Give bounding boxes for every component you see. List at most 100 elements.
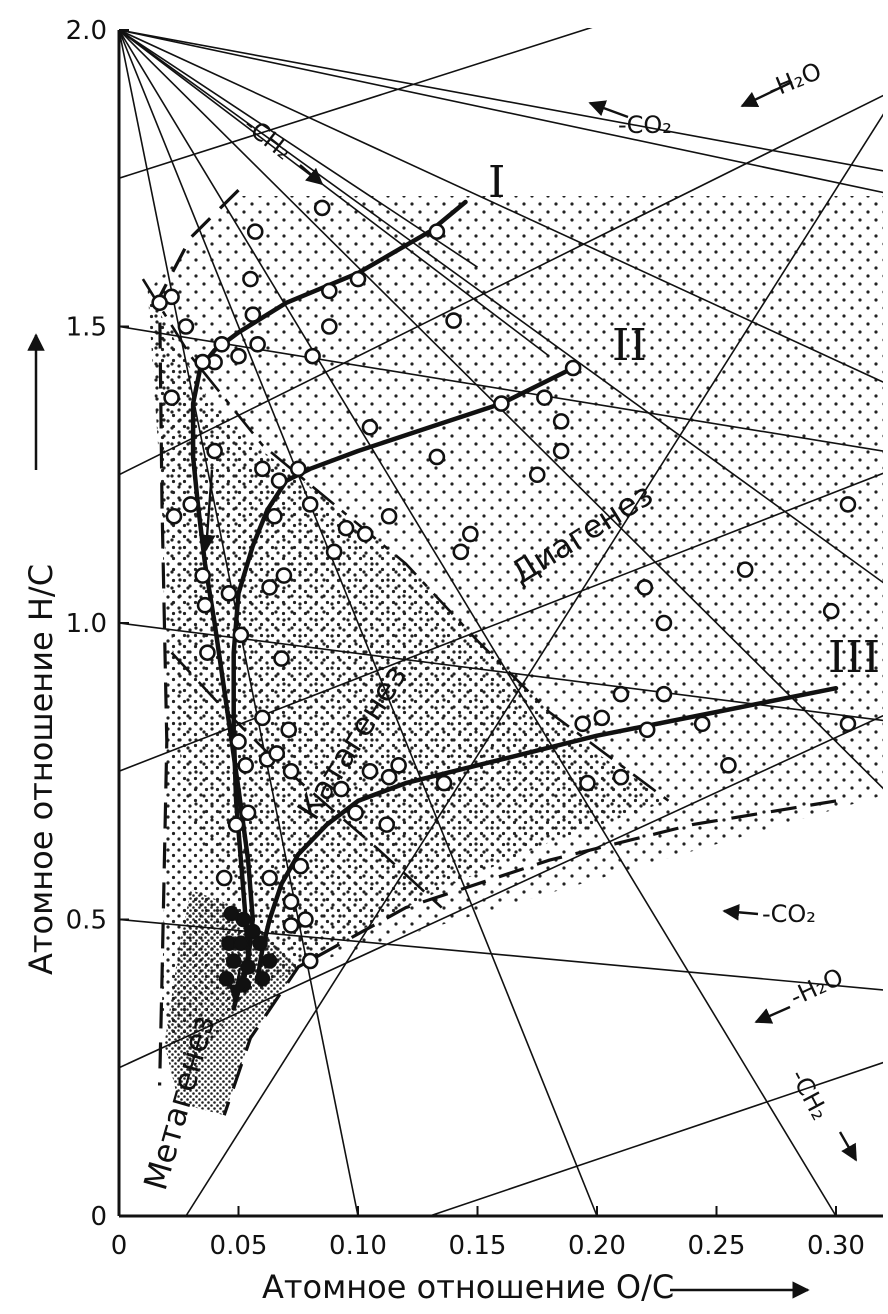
open-point — [313, 199, 331, 217]
open-point — [612, 685, 630, 703]
open-point — [574, 715, 591, 733]
open-point — [227, 816, 245, 833]
open-point — [254, 460, 271, 478]
x-tick-label-2: 0.10 — [329, 1231, 387, 1261]
open-point — [239, 804, 257, 822]
open-point — [356, 525, 374, 543]
guide-line-0 — [185, 113, 883, 1216]
open-point — [321, 318, 338, 335]
open-point — [215, 869, 233, 887]
open-point — [325, 543, 343, 561]
open-point — [177, 318, 195, 335]
x-tick-label-0: 0 — [111, 1231, 128, 1261]
filled-point — [218, 971, 235, 987]
y-tick-label-3: 1.5 — [66, 313, 107, 343]
reaction-label-h2o-top: -H₂O — [764, 57, 826, 104]
filled-point — [254, 971, 271, 987]
open-point — [254, 709, 271, 727]
boundary-catagenesis-metagenesis — [170, 651, 443, 909]
y-tick-label-1: 0.5 — [66, 906, 107, 936]
open-point — [536, 389, 553, 406]
boundary-bottom — [222, 799, 837, 1116]
open-point — [347, 804, 364, 822]
boundary-diagenesis-catagenesis — [141, 278, 670, 802]
direction-arrow-4 — [754, 1005, 791, 1024]
reaction-label-co2-right: -CO₂ — [762, 900, 816, 928]
open-point — [321, 282, 338, 300]
open-point — [230, 733, 247, 750]
open-point — [270, 472, 288, 489]
guide-line-5 — [429, 1061, 883, 1216]
direction-arrow-2 — [299, 164, 324, 186]
series-label-I: I — [488, 157, 505, 208]
open-point — [552, 413, 570, 430]
open-point — [268, 745, 286, 762]
filled-point — [245, 923, 261, 940]
filled-data-points — [218, 905, 278, 993]
y-tick-label-0: 0 — [90, 1202, 107, 1232]
open-point — [452, 543, 470, 561]
guide-line-9 — [119, 29, 883, 172]
open-point — [304, 347, 321, 365]
filled-point — [235, 911, 252, 928]
open-point — [337, 519, 355, 537]
boundary-left — [157, 188, 240, 1086]
filled-point — [261, 953, 278, 969]
open-point — [636, 579, 654, 596]
series-label-III: III — [828, 632, 880, 683]
open-point — [232, 626, 250, 644]
open-point — [282, 917, 300, 934]
open-point — [301, 952, 319, 970]
x-tick-label-4: 0.20 — [568, 1231, 626, 1261]
x-tick-label-3: 0.15 — [449, 1231, 507, 1261]
series-label-II: II — [612, 320, 647, 371]
open-point — [579, 774, 596, 792]
open-point — [266, 507, 283, 525]
open-point — [246, 223, 264, 240]
open-point — [230, 347, 247, 365]
guide-line-2 — [119, 94, 883, 476]
open-point — [244, 306, 262, 323]
direction-arrow-1 — [588, 100, 629, 119]
open-point — [655, 685, 673, 703]
open-point — [638, 721, 656, 739]
open-point — [380, 507, 398, 525]
x-tick-label-6: 0.30 — [807, 1231, 865, 1261]
open-point — [194, 567, 211, 584]
evolution-path-III — [255, 685, 839, 982]
filled-point — [240, 959, 256, 975]
open-point — [273, 650, 290, 667]
open-point — [163, 389, 180, 406]
guide-line-18 — [119, 29, 550, 357]
open-point — [736, 561, 754, 578]
x-tick-label-1: 0.05 — [210, 1231, 268, 1261]
axes: 0 0.05 0.10 0.15 0.20 0.25 0.30 0 0.5 1.0 1.5 2.0 — [27, 16, 883, 1299]
guide-line-17 — [119, 29, 478, 268]
open-point — [261, 869, 278, 887]
open-point — [390, 757, 407, 774]
open-point — [378, 816, 395, 833]
open-data-points — [151, 199, 857, 970]
open-point — [839, 496, 857, 513]
open-point — [445, 312, 462, 329]
open-point — [428, 223, 446, 240]
filled-point — [252, 935, 268, 951]
filled-point — [225, 953, 242, 969]
open-point — [822, 602, 840, 620]
open-point — [280, 721, 297, 739]
guide-line-15 — [119, 29, 883, 383]
open-point — [194, 353, 211, 371]
open-point — [199, 644, 216, 661]
guide-line-1 — [119, 28, 593, 180]
open-point — [301, 496, 319, 513]
open-point — [282, 893, 300, 911]
y-tick-label-4: 2.0 — [66, 16, 107, 46]
open-point — [196, 596, 214, 614]
open-point — [242, 270, 259, 288]
direction-arrow-6 — [198, 469, 216, 552]
filled-point — [233, 935, 249, 951]
open-point — [564, 359, 582, 377]
open-point — [528, 466, 546, 484]
open-point — [428, 448, 446, 466]
